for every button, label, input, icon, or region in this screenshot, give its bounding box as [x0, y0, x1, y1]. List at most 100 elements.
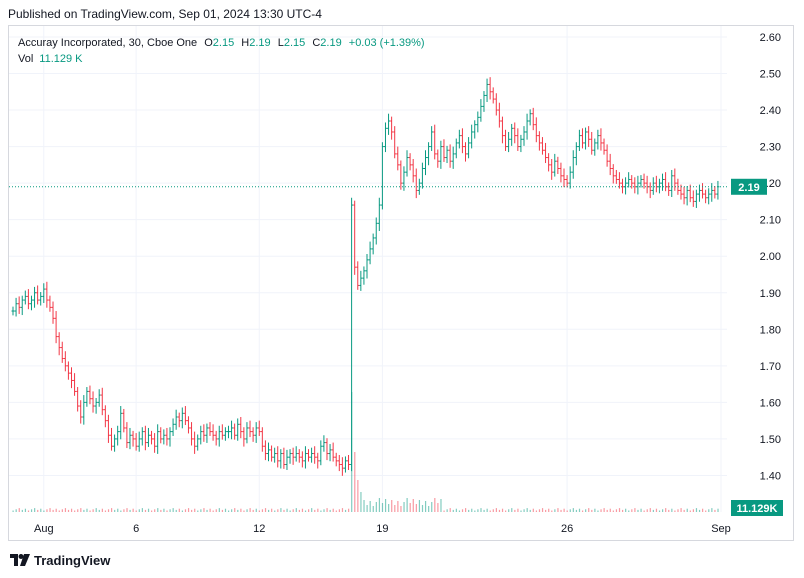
volume-bar [24, 508, 27, 512]
ohlc-bar [116, 425, 120, 446]
volume-bar [483, 509, 485, 512]
ohlc-bar [254, 422, 258, 443]
x-tick-label: Sep [711, 523, 731, 535]
ohlc-bar [464, 142, 468, 162]
ohlc-bar [614, 169, 618, 184]
volume-bar [495, 508, 497, 512]
volume-bar [572, 508, 574, 512]
volume-bar [261, 509, 264, 512]
volume-bar [354, 452, 356, 512]
ohlc-bar [528, 109, 532, 126]
ohlc-bar [694, 189, 698, 208]
footer[interactable]: TradingView [10, 552, 110, 568]
volume-bar [526, 508, 528, 512]
volume-bar [560, 509, 562, 512]
ohlc-bar [325, 438, 329, 461]
volume-bar [597, 510, 599, 512]
volume-bar [40, 508, 42, 512]
volume-bar [206, 509, 208, 512]
ohlc-bar [122, 408, 126, 433]
volume-bar [575, 509, 578, 512]
volume-label: Vol [18, 53, 34, 65]
volume-bar [468, 509, 470, 512]
legend-close-label: C [312, 37, 321, 49]
volume-bar [351, 392, 353, 512]
volume-bar [30, 509, 33, 512]
volume-bar [175, 509, 177, 512]
ohlc-bar [156, 424, 160, 454]
ohlc-bar [405, 150, 409, 177]
volume-bar [117, 508, 119, 512]
ohlc-bar [414, 168, 418, 199]
ohlc-bar [134, 433, 138, 451]
ohlc-bar [510, 123, 514, 146]
ohlc-bar [519, 134, 523, 153]
ohlc-bar [624, 177, 628, 195]
volume-bar [711, 508, 713, 512]
ohlc-bar [337, 454, 341, 472]
volume-bar [264, 508, 267, 512]
volume-bar [372, 506, 374, 512]
ohlc-bar [294, 446, 298, 462]
volume-bar [332, 508, 334, 512]
volume-bar [89, 510, 91, 512]
ohlc-bar [531, 107, 535, 131]
ohlc-bar [420, 162, 424, 189]
volume-bar [646, 509, 648, 512]
ohlc-bar [537, 131, 541, 151]
ohlc-bar [282, 447, 286, 469]
volume-bar [12, 510, 14, 512]
ohlc-bar [236, 418, 240, 441]
volume-bar [381, 503, 384, 512]
ohlc-bar [544, 142, 548, 164]
ohlc-bar [353, 200, 357, 275]
volume-bar [671, 508, 673, 512]
volume-bar [603, 508, 605, 512]
ohlc-bar [63, 351, 67, 372]
volume-bar [446, 509, 448, 512]
ohlc-bar [11, 306, 15, 316]
ohlc-bar [602, 138, 606, 155]
volume-bar [27, 510, 30, 512]
volume-bar [535, 510, 538, 512]
volume-bar [631, 509, 633, 512]
volume-bar [240, 508, 242, 512]
ohlc-bar [380, 142, 384, 210]
ohlc-bar [657, 178, 661, 194]
volume-bar [397, 501, 399, 512]
ohlc-bar [199, 425, 203, 445]
x-tick-label: 6 [133, 523, 139, 535]
last-volume-label: 11.129K [737, 503, 778, 515]
ohlc-bar [664, 172, 668, 192]
ohlc-bar [220, 424, 224, 440]
volume-bar [280, 508, 282, 512]
ohlc-bar [76, 387, 80, 412]
ohlc-bar [171, 418, 175, 436]
ohlc-bar [436, 149, 440, 168]
volume-bar [86, 508, 88, 512]
volume-bar [548, 508, 550, 512]
volume-bar [126, 508, 128, 512]
volume-bar [477, 509, 479, 512]
ohlc-bar [393, 126, 397, 159]
volume-bar [418, 500, 421, 512]
ohlc-bar [239, 416, 243, 439]
chart-frame[interactable] [8, 25, 794, 541]
y-tick-label: 2.10 [760, 215, 781, 227]
volume-bar [292, 509, 294, 512]
ohlc-bar [676, 178, 680, 195]
price-chart[interactable]: 2.602.502.402.302.202.102.001.901.801.70… [9, 26, 793, 540]
volume-legend: Vol 11.129 K [18, 51, 83, 67]
ohlc-bar [507, 131, 511, 153]
volume-bar [545, 509, 547, 512]
ohlc-bar [534, 117, 538, 143]
ohlc-bar [713, 186, 717, 199]
volume-bar [21, 509, 23, 512]
volume-bar [498, 509, 501, 512]
ohlc-bar [396, 146, 400, 171]
ohlc-bar [251, 427, 255, 442]
ohlc-bar [470, 124, 474, 149]
ohlc-bar [291, 447, 295, 465]
ohlc-bar [276, 446, 280, 468]
volume-bar [366, 505, 368, 512]
